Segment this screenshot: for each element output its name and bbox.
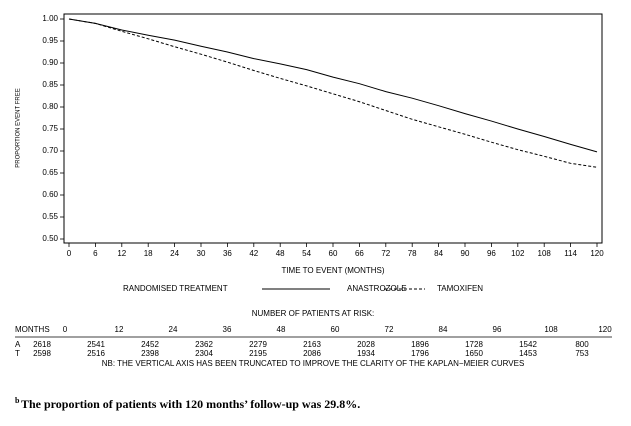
legend-title: RANDOMISED TREATMENT: [123, 284, 228, 293]
x-tick-label: 42: [249, 249, 258, 258]
risk-month: 60: [331, 325, 340, 334]
x-tick-label: 54: [302, 249, 311, 258]
risk-count: 1542: [519, 340, 537, 349]
y-tick-label: 0.65: [42, 168, 58, 177]
risk-count: 753: [575, 349, 589, 358]
y-tick-label: 0.95: [42, 36, 58, 45]
risk-count: 2279: [249, 340, 267, 349]
x-tick-label: 72: [381, 249, 390, 258]
survival-curve: [68, 18, 598, 168]
y-tick-label: 1.00: [42, 14, 58, 23]
risk-count: 800: [575, 340, 589, 349]
risk-header-label: MONTHS: [15, 325, 50, 334]
risk-count: 1896: [411, 340, 429, 349]
x-tick-label: 90: [461, 249, 470, 258]
risk-month: 108: [544, 325, 558, 334]
x-tick-label: 114: [564, 249, 577, 258]
risk-count: 2304: [195, 349, 213, 358]
x-tick-label: 24: [170, 249, 179, 258]
footnote-marker: b: [15, 396, 20, 405]
risk-note: NB: THE VERTICAL AXIS HAS BEEN TRUNCATED…: [102, 359, 525, 368]
risk-count: 2452: [141, 340, 159, 349]
risk-count: 1650: [465, 349, 483, 358]
y-tick-label: 0.60: [42, 190, 58, 199]
y-tick-label: 0.55: [42, 212, 58, 221]
plot-frame: [63, 13, 603, 244]
y-axis-label: PROPORTION EVENT FREE: [16, 88, 22, 167]
risk-count: 2362: [195, 340, 213, 349]
risk-month: 36: [223, 325, 232, 334]
risk-count: 2618: [33, 340, 51, 349]
x-tick-label: 108: [538, 249, 552, 258]
risk-count: 2195: [249, 349, 267, 358]
risk-count: 2541: [87, 340, 105, 349]
x-tick-label: 78: [408, 249, 417, 258]
risk-row-label: T: [15, 349, 20, 358]
risk-month: 84: [439, 325, 448, 334]
risk-count: 2028: [357, 340, 375, 349]
x-tick-label: 6: [93, 249, 98, 258]
risk-count: 2598: [33, 349, 51, 358]
x-tick-label: 66: [355, 249, 364, 258]
y-tick-label: 0.75: [42, 124, 58, 133]
risk-count: 2398: [141, 349, 159, 358]
x-tick-label: 120: [590, 249, 604, 258]
x-tick-label: 96: [487, 249, 496, 258]
risk-month: 120: [598, 325, 612, 334]
risk-count: 1728: [465, 340, 483, 349]
risk-count: 1934: [357, 349, 375, 358]
y-tick-label: 0.90: [42, 58, 58, 67]
y-tick-label: 0.70: [42, 146, 58, 155]
x-tick-label: 60: [329, 249, 338, 258]
risk-month: 0: [63, 325, 68, 334]
legend-label: TAMOXIFEN: [437, 284, 483, 293]
y-tick-label: 0.50: [42, 234, 58, 243]
risk-row-label: A: [15, 340, 21, 349]
risk-title: NUMBER OF PATIENTS AT RISK:: [252, 309, 375, 318]
risk-month: 24: [169, 325, 178, 334]
legend-label: ANASTROZOLE: [347, 284, 407, 293]
x-tick-label: 84: [434, 249, 443, 258]
risk-count: 1453: [519, 349, 537, 358]
y-tick-label: 0.80: [42, 102, 58, 111]
x-tick-label: 30: [197, 249, 206, 258]
risk-count: 2516: [87, 349, 105, 358]
risk-month: 96: [493, 325, 502, 334]
x-tick-label: 12: [117, 249, 126, 258]
risk-count: 1796: [411, 349, 429, 358]
risk-count: 2086: [303, 349, 321, 358]
risk-month: 72: [385, 325, 394, 334]
risk-count: 2163: [303, 340, 321, 349]
x-tick-label: 102: [511, 249, 525, 258]
x-tick-label: 0: [67, 249, 72, 258]
x-tick-label: 18: [144, 249, 153, 258]
footnote-text: The proportion of patients with 120 mont…: [21, 397, 360, 411]
risk-month: 12: [115, 325, 124, 334]
risk-month: 48: [277, 325, 286, 334]
x-axis-label: TIME TO EVENT (MONTHS): [281, 266, 384, 275]
survival-curve: [68, 18, 598, 153]
x-tick-label: 36: [223, 249, 232, 258]
x-tick-label: 48: [276, 249, 285, 258]
y-tick-label: 0.85: [42, 80, 58, 89]
